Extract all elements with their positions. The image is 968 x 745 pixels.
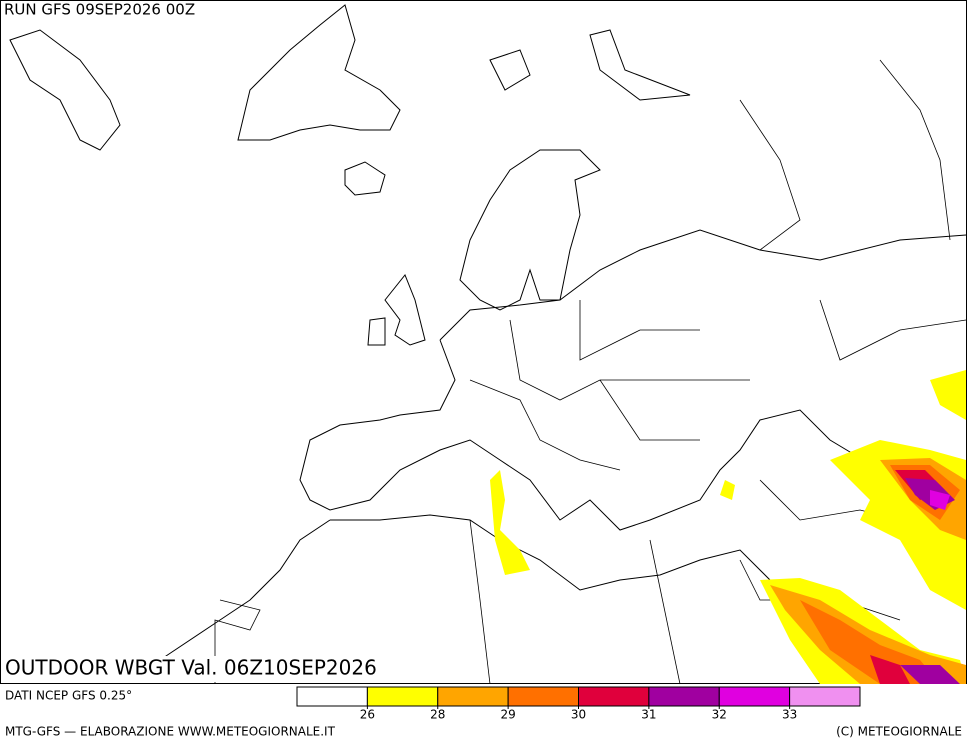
map-frame — [0, 0, 967, 684]
field-30 — [800, 465, 960, 684]
colorbar-label: 28 — [430, 708, 445, 722]
map: RUN GFS 09SEP2026 00Z OUTDOOR WBGT Val. … — [0, 0, 967, 685]
run-label: RUN GFS 09SEP2026 00Z — [4, 1, 195, 19]
colorbar-bin — [366, 686, 439, 707]
footer-right: (C) METEOGIORNALE — [836, 725, 962, 739]
map-title: OUTDOOR WBGT Val. 06Z10SEP2026 — [5, 656, 377, 680]
colorbar-label: 30 — [571, 708, 586, 722]
coastline — [367, 274, 426, 346]
colorbar-label: 31 — [641, 708, 656, 722]
field-28 — [720, 370, 966, 500]
colorbar-bin — [789, 686, 861, 707]
colorbar-label: 33 — [782, 708, 797, 722]
coastline — [459, 149, 601, 311]
coastline — [489, 29, 691, 101]
colorbar-bin — [648, 686, 720, 707]
wbgt-field — [490, 370, 966, 684]
field-28 — [490, 470, 530, 575]
colorbar-label: 32 — [712, 708, 727, 722]
footer-left: MTG-GFS — ELABORAZIONE WWW.METEOGIORNALE… — [5, 725, 336, 739]
colorbar-bin — [718, 686, 791, 707]
colorbar-label: 29 — [500, 708, 515, 722]
coastline — [344, 161, 386, 196]
title-bg — [1, 656, 386, 682]
colorbar-label: 26 — [360, 708, 375, 722]
coastline — [9, 29, 121, 151]
colorbar: 26 28 29 30 31 32 33 — [296, 686, 861, 722]
source-label: DATI NCEP GFS 0.25° — [5, 689, 132, 703]
colorbar-bin — [296, 686, 368, 707]
coastline — [299, 229, 967, 531]
colorbar-bin — [507, 686, 579, 707]
field-33 — [930, 490, 950, 510]
coastline — [237, 4, 401, 141]
colorbar-bin — [437, 686, 509, 707]
colorbar-bin — [578, 686, 650, 707]
